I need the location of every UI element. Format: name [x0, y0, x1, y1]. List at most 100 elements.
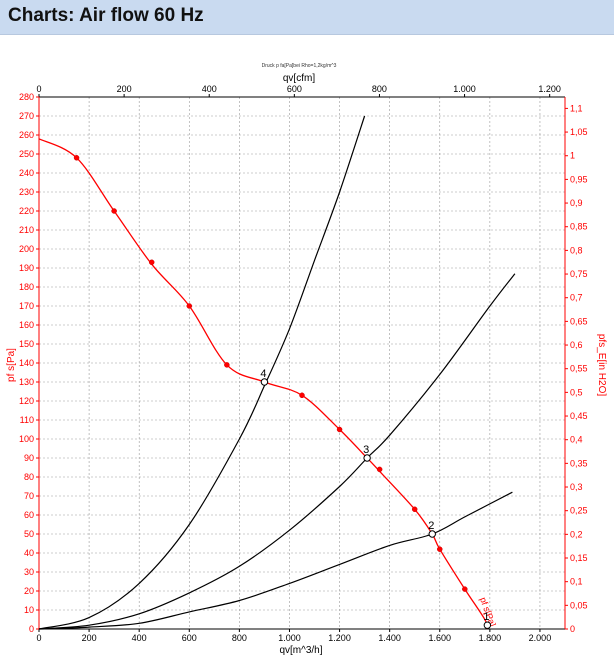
- fan-curve-point: [336, 426, 343, 433]
- operating-point-3: [363, 454, 371, 462]
- operating-point-1: [483, 621, 492, 629]
- x-axis-label: qv[m^3/h]: [279, 645, 322, 656]
- y-tick-label: 140: [19, 358, 34, 368]
- y-tick-label: 150: [19, 339, 34, 349]
- top-axis-label: qv[cfm]: [283, 73, 315, 84]
- top-tick-label: 1.200: [538, 84, 561, 94]
- fan-curve-point: [376, 466, 383, 473]
- y2-tick-label: 0,85: [570, 222, 588, 232]
- y2-tick-label: 0,4: [570, 435, 583, 445]
- chart-caption: Druck p fa[Pa]bei Rho=1,2kg/m^3: [262, 63, 337, 69]
- y2-tick-label: 0,45: [570, 411, 588, 421]
- operating-point-label: 4: [260, 368, 266, 380]
- y-tick-label: 130: [19, 377, 34, 387]
- y2-tick-label: 0,25: [570, 506, 588, 516]
- y2-tick-label: 0,75: [570, 269, 588, 279]
- top-tick-label: 200: [117, 84, 132, 94]
- y-tick-label: 180: [19, 282, 34, 292]
- y-tick-label: 200: [19, 244, 34, 254]
- y2-tick-label: 1,05: [570, 127, 588, 137]
- y2-tick-label: 0,6: [570, 340, 583, 350]
- y2-axis-label: pfs_E[in H2O]: [596, 334, 607, 396]
- y2-tick-label: 0,65: [570, 316, 588, 326]
- section-header: Charts: Air flow 60 Hz: [0, 0, 614, 35]
- y-tick-label: 190: [19, 263, 34, 273]
- fan-curve-point: [73, 155, 80, 161]
- y-tick-label: 280: [19, 92, 34, 102]
- x-tick-label: 1.000: [278, 633, 301, 643]
- system-curve-2: [38, 491, 513, 630]
- operating-point-4: [260, 378, 269, 386]
- x-tick-label: 600: [182, 633, 197, 643]
- fan-curve-point: [437, 546, 443, 552]
- y-tick-label: 240: [19, 168, 34, 178]
- x-tick-label: 1.600: [428, 633, 451, 643]
- y-tick-label: 40: [24, 548, 34, 558]
- y-tick-label: 260: [19, 130, 34, 140]
- y2-tick-label: 0,9: [570, 198, 583, 208]
- x-tick-label: 400: [132, 633, 147, 643]
- y2-tick-label: 0,55: [570, 364, 588, 374]
- fan-curve-point: [299, 392, 305, 399]
- y2-tick-label: 0,1: [570, 577, 583, 587]
- y-tick-label: 20: [24, 586, 34, 596]
- section-title: Charts: Air flow 60 Hz: [8, 5, 204, 26]
- operating-point-label: 3: [363, 444, 369, 456]
- x-tick-label: 1.400: [378, 633, 401, 643]
- operating-point-2: [428, 530, 436, 538]
- x-tick-label: 1.800: [479, 633, 502, 643]
- x-tick-label: 0: [36, 633, 41, 643]
- y-tick-label: 60: [24, 510, 34, 520]
- y-tick-label: 100: [19, 434, 34, 444]
- top-tick-label: 800: [372, 84, 387, 94]
- fan-curve-point: [186, 303, 193, 309]
- y2-tick-label: 0,15: [570, 553, 588, 563]
- top-tick-label: 400: [202, 84, 217, 94]
- top-tick-label: 1.000: [453, 84, 476, 94]
- y-axis-label: pf s[Pa]: [6, 348, 17, 382]
- y2-tick-label: 0,7: [570, 293, 583, 303]
- y2-tick-label: 0,3: [570, 482, 583, 492]
- y-tick-label: 30: [24, 567, 34, 577]
- system-curve-3: [38, 273, 516, 630]
- y2-tick-label: 0: [570, 624, 575, 634]
- x-tick-label: 2.000: [529, 633, 552, 643]
- y-tick-label: 210: [19, 225, 34, 235]
- top-tick-label: 600: [287, 84, 302, 94]
- x-tick-label: 200: [82, 633, 97, 643]
- fan-curve: [38, 138, 489, 630]
- fan-curve-point: [148, 259, 155, 266]
- y-tick-label: 120: [19, 396, 34, 406]
- operating-point-label: 1: [483, 611, 489, 623]
- y-tick-label: 110: [20, 415, 34, 425]
- y2-tick-label: 0,05: [570, 600, 588, 610]
- y2-tick-label: 0,95: [570, 174, 588, 184]
- y-tick-label: 170: [19, 301, 34, 311]
- y-tick-label: 160: [19, 320, 34, 330]
- fan-curve-point: [411, 506, 418, 513]
- y-tick-label: 90: [24, 453, 34, 463]
- fan-curve-point: [462, 586, 468, 592]
- y-tick-label: 0: [29, 624, 34, 634]
- y-tick-label: 70: [24, 491, 34, 501]
- system-curve-4: [38, 115, 366, 630]
- y-tick-label: 50: [24, 529, 34, 539]
- y-tick-label: 270: [19, 111, 34, 121]
- y-tick-label: 80: [24, 472, 34, 482]
- y-tick-label: 250: [19, 149, 34, 159]
- top-tick-label: 0: [36, 84, 41, 94]
- x-tick-label: 800: [232, 633, 247, 643]
- y2-tick-label: 0,2: [570, 529, 583, 539]
- y-tick-label: 230: [19, 187, 34, 197]
- y2-tick-label: 1,1: [570, 103, 583, 113]
- y2-tick-label: 0,5: [570, 387, 583, 397]
- operating-point-label: 2: [428, 520, 434, 532]
- fan-curve-point: [111, 208, 117, 214]
- y2-tick-label: 0,35: [570, 458, 588, 468]
- y2-tick-label: 1: [570, 151, 575, 161]
- y-tick-label: 10: [24, 605, 34, 615]
- fan-curve-point: [224, 362, 230, 368]
- y2-tick-label: 0,8: [570, 245, 583, 255]
- y-tick-label: 220: [19, 206, 34, 216]
